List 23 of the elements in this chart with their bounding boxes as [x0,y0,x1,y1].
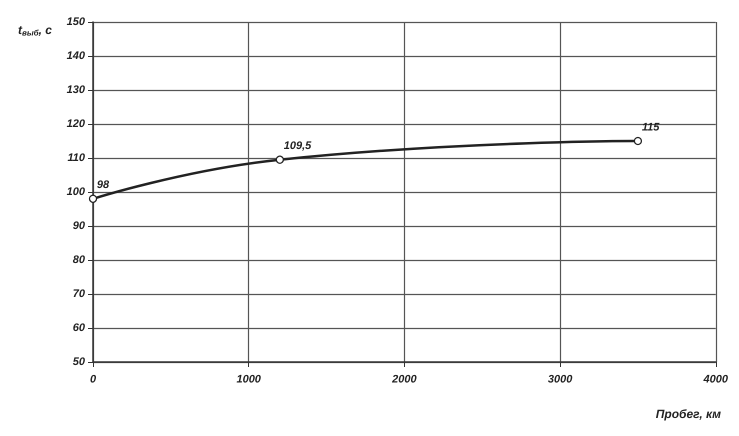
y-tick-label: 130 [66,84,86,96]
y-tick-label: 80 [72,254,86,266]
y-tick-label: 50 [72,356,86,368]
x-tick-label: 3000 [548,374,574,386]
point [276,156,284,164]
x-tick-label: 4000 [702,374,729,386]
y-tick-label: 90 [72,220,86,232]
x-tick-label: 1000 [236,374,262,386]
y-tick-label: 140 [66,50,86,62]
data-label: 98 [96,179,110,192]
data-label: 109,5 [284,140,312,152]
y-tick-label: 60 [72,322,86,334]
point [634,136,642,146]
x-axis-title: Пробег, км [656,407,722,421]
y-tick-label: 150 [66,16,86,28]
point [88,194,98,203]
y-tick-label: 100 [66,186,86,198]
x-tick-label: 0 [90,374,97,386]
y-tick-label: 70 [72,288,86,300]
y-tick-label: 110 [67,152,86,164]
x-tick-label: 2000 [391,374,418,386]
y-tick-label: 120 [66,118,86,130]
data-label: 115 [642,121,660,134]
